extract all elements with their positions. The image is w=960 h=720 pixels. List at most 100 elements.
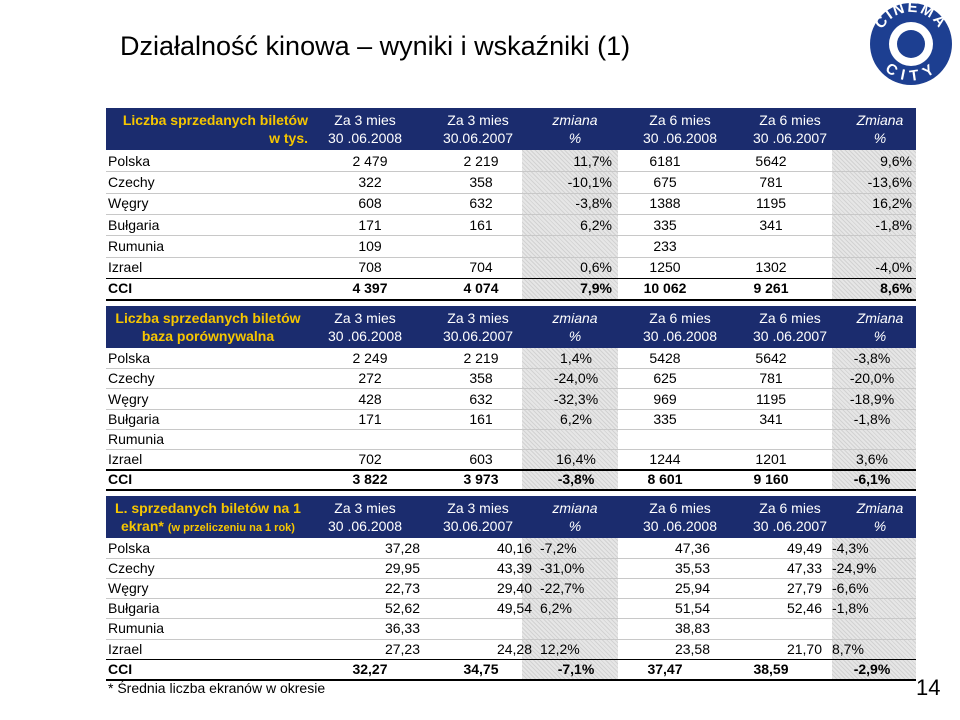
cell: 1388 (649, 195, 681, 212)
cell: -24,0% (553, 370, 599, 387)
cell: 358 (469, 370, 493, 387)
header-cell: Zmiana (856, 500, 904, 516)
header-cell: 30.06.2007 (442, 518, 514, 534)
table-header-bg (106, 306, 916, 348)
cell: 38,59 (753, 660, 789, 677)
header-cell: 30 .06.2008 (643, 130, 717, 146)
row-line (106, 469, 916, 471)
header-cell: % (568, 328, 582, 344)
cell: 9 160 (753, 471, 789, 488)
cell: 16,2% (872, 195, 912, 212)
header-cell: zmiana (552, 112, 598, 128)
row-label: Izrael (108, 451, 143, 468)
cell: -3,8% (557, 471, 595, 488)
cell: 6,2% (560, 410, 592, 427)
cell: 40,16 (496, 540, 532, 557)
cell: -4,0% (875, 259, 912, 276)
cell: 3 822 (352, 471, 388, 488)
cell: 704 (469, 259, 493, 276)
row-line (106, 408, 916, 410)
cell: 16,4% (556, 451, 596, 468)
cell: -32,3% (553, 390, 599, 407)
cell: 22,73 (384, 580, 420, 597)
cell: 47,36 (674, 540, 710, 557)
header-cell: % (568, 130, 582, 146)
cell: 0,6% (580, 259, 612, 276)
cell: 2 479 (352, 152, 388, 169)
header-cell: 30 .06.2008 (643, 328, 717, 344)
header-cell: 30 .06.2008 (328, 518, 402, 534)
cell: 335 (653, 410, 677, 427)
row-line (106, 638, 916, 639)
logo-core (897, 30, 925, 58)
row-label: Węgry (108, 195, 149, 212)
cell: 43,39 (496, 560, 532, 577)
header-cell: Zmiana (856, 112, 904, 128)
row-label: Rumunia (108, 430, 165, 447)
row-line (106, 213, 916, 215)
row-label: Czechy (108, 370, 155, 387)
cell: 49,49 (786, 540, 822, 557)
cell: -10,1% (567, 173, 612, 190)
change-column-bg (832, 538, 916, 679)
row-label: Izrael (108, 259, 143, 276)
header-cell: 30.06.2007 (442, 130, 514, 146)
cell: 3 973 (463, 471, 499, 488)
header-cell: Za 6 mies (649, 310, 711, 326)
header-label: baza porównywalna (141, 328, 275, 344)
cell: 21,70 (786, 640, 822, 657)
header-cell: 30.06.2007 (442, 328, 514, 344)
cell: 675 (653, 173, 677, 190)
cell: 49,54 (496, 600, 532, 617)
cell: 11,7% (573, 152, 612, 169)
header-cell: Za 3 mies (334, 310, 396, 326)
cell: 1250 (649, 259, 681, 276)
row-line (106, 598, 916, 599)
cell: 781 (759, 173, 783, 190)
cell: -1,8% (832, 600, 869, 617)
cell: 51,54 (674, 600, 710, 617)
cell: -31,0% (540, 560, 585, 577)
cell: 5642 (755, 152, 787, 169)
cell: 27,23 (384, 640, 420, 657)
cell: 1302 (755, 259, 787, 276)
table-bottom-line (106, 678, 916, 681)
cell: 702 (358, 451, 382, 468)
cell: 161 (469, 216, 493, 233)
cell: 608 (358, 195, 382, 212)
row-line (106, 256, 916, 257)
cell: 9 261 (753, 280, 789, 297)
row-line (106, 388, 916, 389)
cell: -1,8% (875, 216, 912, 233)
cell: 625 (653, 370, 677, 387)
cell: 3,6% (856, 451, 888, 468)
row-line (106, 658, 916, 661)
cell: 233 (653, 237, 677, 254)
header-cell: 30 .06.2008 (328, 328, 402, 344)
cell: 335 (653, 216, 677, 233)
cell: 603 (469, 451, 493, 468)
row-line (106, 449, 916, 450)
header-cell: Za 3 mies (334, 500, 396, 516)
header-label: Liczba sprzedanych biletów (115, 310, 301, 326)
cell: 27,79 (786, 580, 822, 597)
row-label: CCI (108, 660, 133, 677)
header-cell: Za 3 mies (447, 112, 509, 128)
row-line (106, 192, 916, 194)
cell: 36,33 (384, 620, 420, 637)
row-line (106, 558, 916, 559)
header-cell: Zmiana (856, 310, 904, 326)
cell: 322 (358, 173, 382, 190)
cell: -22,7% (540, 580, 585, 597)
row-label: CCI (108, 471, 133, 488)
cell: 29,40 (496, 580, 532, 597)
cell: 32,27 (352, 660, 388, 677)
header-cell: zmiana (552, 500, 598, 516)
header-cell: 30 .06.2007 (753, 328, 827, 344)
cell: 29,95 (384, 560, 420, 577)
cell: 1,4% (560, 350, 592, 367)
cell: -1,8% (853, 410, 891, 427)
cell: 1201 (755, 451, 787, 468)
logo: CINEMA CITY (870, 0, 952, 85)
cell: -3,8% (853, 350, 891, 367)
